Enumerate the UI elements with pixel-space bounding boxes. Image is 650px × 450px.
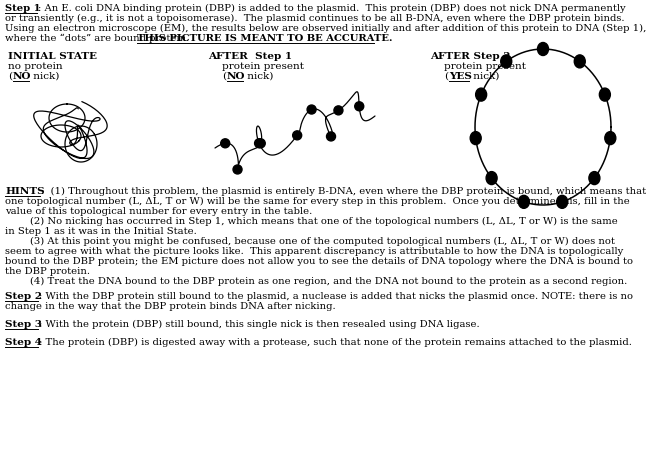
Text: (: (: [444, 72, 448, 81]
Text: nick): nick): [244, 72, 274, 81]
Ellipse shape: [604, 131, 616, 144]
Circle shape: [334, 106, 343, 115]
Text: seem to agree with what the picture looks like.  This apparent discrepancy is at: seem to agree with what the picture look…: [5, 247, 623, 256]
Ellipse shape: [476, 88, 487, 101]
Text: Step 4: Step 4: [5, 338, 42, 347]
Text: :  (1) Throughout this problem, the plasmid is entirely B-DNA, even where the DB: : (1) Throughout this problem, the plasm…: [41, 187, 646, 196]
Ellipse shape: [589, 171, 600, 184]
Circle shape: [256, 139, 265, 148]
Circle shape: [233, 165, 242, 174]
Circle shape: [292, 131, 302, 140]
Text: YES: YES: [449, 72, 472, 81]
Text: (3) At this point you might be confused, because one of the computed topological: (3) At this point you might be confused,…: [5, 237, 615, 246]
Text: the DBP protein.: the DBP protein.: [5, 267, 90, 276]
Circle shape: [355, 102, 364, 111]
Text: NO: NO: [13, 72, 31, 81]
Ellipse shape: [470, 131, 481, 144]
Text: value of this topological number for every entry in the table.: value of this topological number for eve…: [5, 207, 312, 216]
Text: THIS PICTURE IS MEANT TO BE ACCURATE.: THIS PICTURE IS MEANT TO BE ACCURATE.: [137, 34, 393, 43]
Text: : With the DBP protein still bound to the plasmid, a nuclease is added that nick: : With the DBP protein still bound to th…: [39, 292, 633, 301]
Circle shape: [326, 132, 335, 141]
Text: AFTER  Step 1: AFTER Step 1: [208, 52, 292, 61]
Text: protein present: protein present: [444, 62, 526, 71]
Text: no protein: no protein: [8, 62, 62, 71]
Ellipse shape: [518, 195, 529, 208]
Text: (: (: [222, 72, 226, 81]
Text: : With the protein (DBP) still bound, this single nick is then resealed using DN: : With the protein (DBP) still bound, th…: [39, 320, 480, 329]
Text: Step 1: Step 1: [5, 4, 40, 13]
Text: or transiently (e.g., it is not a topoisomerase).  The plasmid continues to be a: or transiently (e.g., it is not a topois…: [5, 14, 625, 23]
Text: NO: NO: [227, 72, 246, 81]
Ellipse shape: [599, 88, 610, 101]
Text: (4) Treat the DNA bound to the DBP protein as one region, and the DNA not bound : (4) Treat the DNA bound to the DBP prote…: [5, 277, 627, 286]
Text: Using an electron microscope (EM), the results below are observed initially and : Using an electron microscope (EM), the r…: [5, 24, 646, 33]
Text: (2) No nicking has occurred in Step 1, which means that one of the topological n: (2) No nicking has occurred in Step 1, w…: [5, 217, 618, 226]
Ellipse shape: [486, 171, 497, 184]
Text: (: (: [8, 72, 12, 81]
Ellipse shape: [500, 55, 512, 68]
Text: Step 2: Step 2: [5, 292, 42, 301]
Text: Step 3: Step 3: [5, 320, 42, 329]
Text: change in the way that the DBP protein binds DNA after nicking.: change in the way that the DBP protein b…: [5, 302, 335, 311]
Circle shape: [255, 139, 264, 148]
Text: in Step 1 as it was in the Initial State.: in Step 1 as it was in the Initial State…: [5, 227, 197, 236]
Text: protein present: protein present: [222, 62, 304, 71]
Text: : An E. coli DNA binding protein (DBP) is added to the plasmid.  This protein (D: : An E. coli DNA binding protein (DBP) i…: [38, 4, 625, 13]
Ellipse shape: [556, 195, 567, 208]
Text: where the “dots” are bound protein.: where the “dots” are bound protein.: [5, 34, 196, 43]
Text: nick): nick): [30, 72, 59, 81]
Circle shape: [221, 139, 229, 148]
Text: nick): nick): [470, 72, 499, 81]
Text: INITIAL STATE: INITIAL STATE: [8, 52, 97, 61]
Ellipse shape: [574, 55, 585, 68]
Text: one topological number (L, ΔL, T or W) will be the same for every step in this p: one topological number (L, ΔL, T or W) w…: [5, 197, 630, 206]
Text: : The protein (DBP) is digested away with a protease, such that none of the prot: : The protein (DBP) is digested away wit…: [39, 338, 632, 347]
Text: bound to the DBP protein; the EM picture does not allow you to see the details o: bound to the DBP protein; the EM picture…: [5, 257, 633, 266]
Text: AFTER Step 2: AFTER Step 2: [430, 52, 510, 61]
Ellipse shape: [538, 42, 549, 55]
Circle shape: [307, 105, 316, 114]
Text: HINTS: HINTS: [5, 187, 45, 196]
